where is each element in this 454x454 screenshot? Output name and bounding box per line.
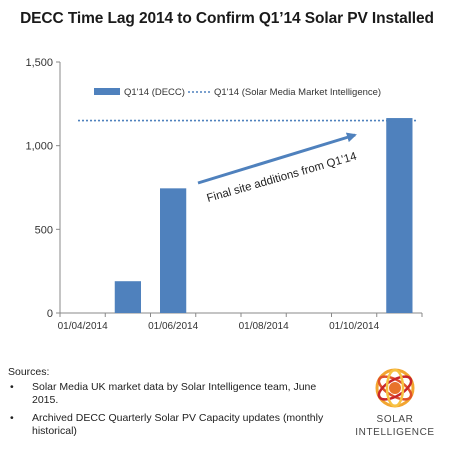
- solar-intelligence-logo-icon: [375, 368, 415, 408]
- sources-heading: Sources:: [8, 366, 50, 378]
- y-tick-label: 500: [35, 224, 53, 236]
- source-item: Archived DECC Quarterly Solar PV Capacit…: [8, 412, 338, 438]
- legend-label-bar: Q1'14 (DECC): [124, 87, 185, 98]
- source-item: Solar Media UK market data by Solar Inte…: [8, 381, 338, 407]
- x-tick-label: 01/08/2014: [239, 321, 289, 332]
- bar: [114, 281, 141, 313]
- legend-label-line: Q1'14 (Solar Media Market Intelligence): [214, 87, 381, 98]
- x-tick-label: 01/06/2014: [148, 321, 198, 332]
- annotation-arrow: [197, 132, 357, 185]
- logo-line1: SOLAR: [376, 414, 414, 425]
- x-tick-label: 01/04/2014: [58, 321, 108, 332]
- logo-text: SOLAR INTELLIGENCE: [340, 413, 450, 439]
- bar: [386, 118, 413, 313]
- y-tick-label: 1,500: [25, 57, 53, 69]
- bar: [160, 188, 187, 313]
- y-tick-label: 0: [47, 308, 53, 320]
- y-tick-label: 1,000: [25, 141, 53, 153]
- x-tick-label: 01/10/2014: [329, 321, 379, 332]
- logo-line2: INTELLIGENCE: [355, 427, 435, 438]
- sources: Sources: Solar Media UK market data by S…: [8, 366, 338, 443]
- chart: 0 500 1,000 1,500 01/04/2014 01/06/2014 01/08/…: [25, 57, 423, 332]
- chart-title: DECC Time Lag 2014 to Confirm Q1’14 Sola…: [20, 10, 434, 27]
- legend-swatch-bar: [94, 88, 120, 95]
